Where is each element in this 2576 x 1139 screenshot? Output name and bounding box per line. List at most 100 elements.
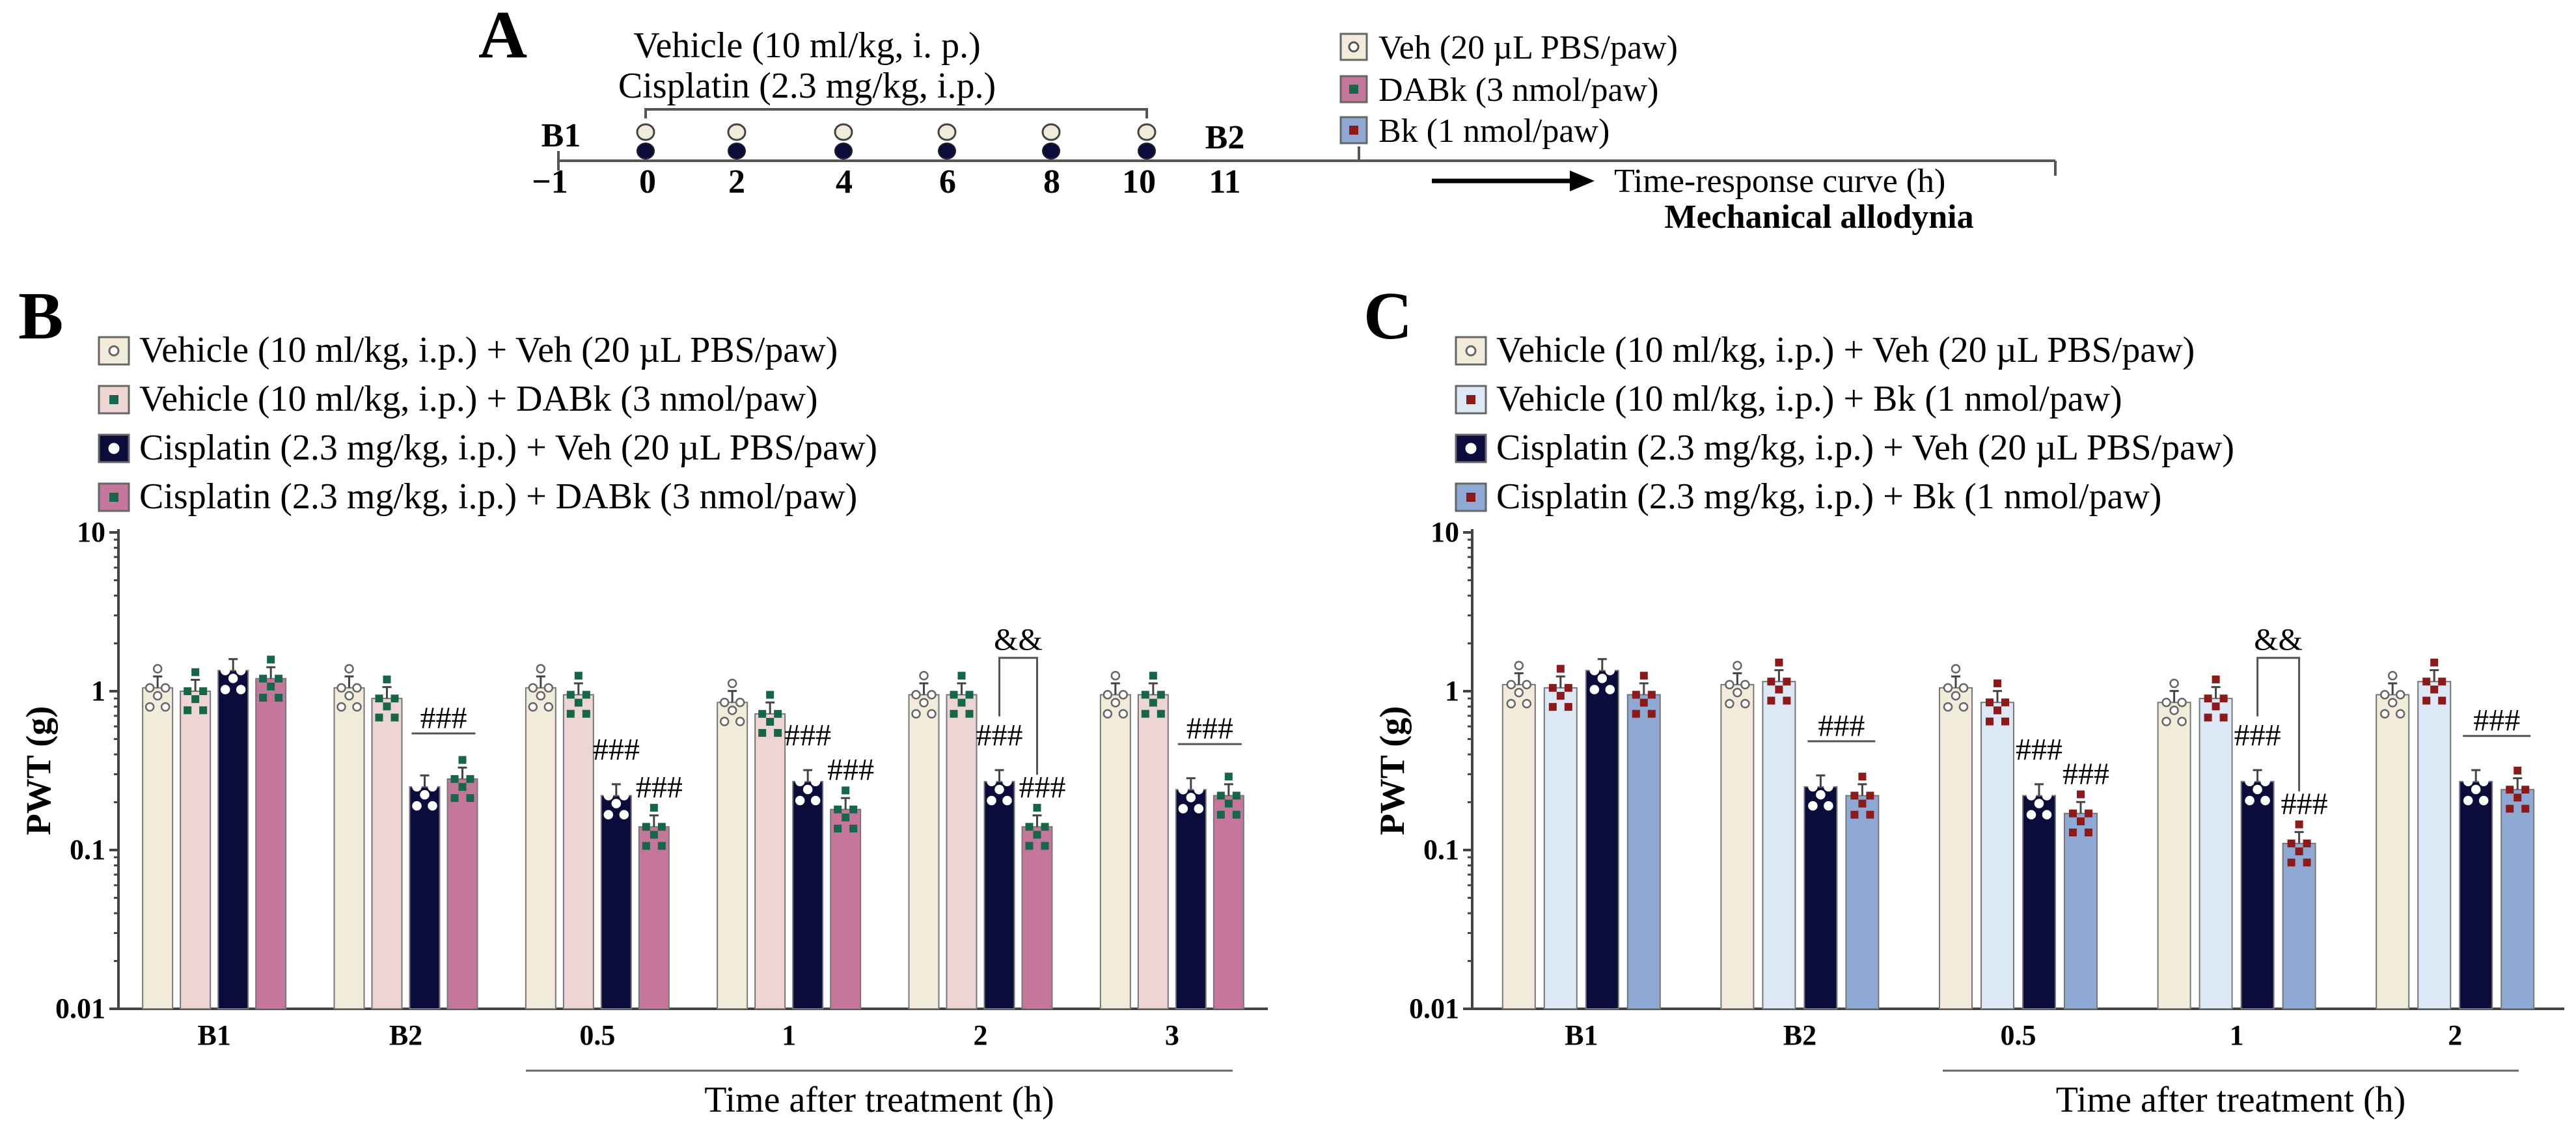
data-point [450, 775, 459, 783]
y-tick-label: 1 [1445, 675, 1459, 707]
data-point [344, 691, 354, 701]
legend-circle-marker [1465, 345, 1477, 357]
day-label: 11 [1209, 163, 1240, 200]
bar [830, 808, 862, 1009]
data-point [1178, 804, 1188, 814]
data-point [259, 693, 267, 702]
comparison-bracket [2256, 657, 2301, 791]
data-point [1514, 661, 1524, 670]
data-point [927, 709, 937, 719]
data-point [236, 665, 246, 676]
data-point [1605, 665, 1615, 676]
data-point [1149, 672, 1157, 680]
data-point [375, 694, 383, 703]
data-point [2161, 717, 2171, 726]
data-point [1118, 709, 1129, 719]
data-point [1157, 709, 1165, 718]
significance-mark: ### [1019, 770, 1066, 804]
data-point [144, 702, 155, 712]
data-point [2260, 776, 2270, 786]
x-tick-label: B2 [1783, 1019, 1816, 1051]
x-tick-label: B1 [1565, 1019, 1598, 1051]
legend-circle-marker [108, 345, 120, 357]
legend-circle-marker [1465, 443, 1477, 454]
data-point [1564, 683, 1572, 692]
data-point [1632, 709, 1640, 718]
data-point [391, 713, 399, 722]
data-point [2212, 702, 2220, 711]
data-point [2001, 717, 2009, 726]
data-point [2077, 790, 2085, 799]
day-label: 4 [836, 163, 853, 200]
data-point [1958, 683, 1969, 693]
data-point [2422, 678, 2431, 686]
data-point [1783, 696, 1791, 705]
data-point [2253, 784, 2262, 795]
data-point [735, 697, 745, 707]
data-point [275, 693, 283, 702]
data-point [184, 687, 192, 695]
data-point [220, 685, 230, 694]
data-point [1141, 709, 1149, 718]
data-point [2514, 766, 2522, 775]
x-tick-label: 0.5 [2001, 1019, 2036, 1051]
comparison-bracket [998, 657, 1038, 775]
baseline-b2-label: B2 [1205, 119, 1245, 156]
legend-circle-marker [108, 443, 120, 454]
bar [409, 786, 441, 1009]
data-point [2506, 786, 2514, 794]
data-point [1858, 773, 1867, 781]
data-point [1103, 690, 1113, 700]
data-point [2204, 694, 2212, 703]
bar [2501, 789, 2535, 1010]
data-point [619, 810, 629, 819]
data-point [383, 675, 391, 683]
day-labels: −1 0 2 4 6 8 10 11 [532, 163, 1240, 200]
legend-bk-marker [1349, 126, 1358, 135]
significance-mark: ### [1818, 709, 1865, 743]
legend-bk-label: Bk (1 nmol/paw) [1378, 113, 1610, 150]
data-point [2001, 698, 2009, 707]
data-point [1740, 679, 1750, 690]
data-point [1103, 709, 1113, 719]
bar [1137, 694, 1169, 1009]
data-point [2430, 685, 2439, 694]
data-point [1647, 709, 1656, 718]
vehicle-dose-marker [937, 123, 957, 141]
bar [2199, 698, 2233, 1009]
data-point [810, 795, 821, 806]
data-point [2212, 675, 2220, 683]
data-point [603, 791, 614, 801]
bar [525, 687, 556, 1010]
data-point [566, 691, 575, 699]
treatment-label-cisplatin: Cisplatin (2.3 mg/kg, i.p.) [618, 66, 996, 106]
data-point [1025, 823, 1034, 831]
vehicle-dose-marker [636, 123, 655, 141]
x-tick-label: 1 [782, 1019, 796, 1051]
data-point [1506, 698, 1516, 709]
cisplatin-dose-marker [637, 143, 655, 159]
vehicle-dose-marker [834, 123, 853, 141]
data-point [1002, 795, 1012, 806]
data-point [911, 690, 921, 700]
data-point [727, 706, 737, 715]
bar [217, 670, 249, 1010]
data-point [2471, 758, 2481, 767]
data-point [1514, 687, 1524, 698]
bar [638, 826, 670, 1009]
data-point [1522, 698, 1532, 709]
data-point [267, 682, 275, 691]
data-point [536, 664, 546, 674]
data-point [450, 794, 459, 803]
data-point [2245, 776, 2254, 786]
bar [1175, 789, 1207, 1010]
data-point [1994, 679, 2001, 687]
data-point [543, 683, 554, 693]
data-point [2430, 658, 2439, 666]
data-point [774, 729, 782, 737]
bar [446, 778, 478, 1009]
data-point [2463, 776, 2473, 786]
data-point [1041, 823, 1049, 831]
bar [1585, 670, 1619, 1010]
data-point [543, 702, 554, 712]
